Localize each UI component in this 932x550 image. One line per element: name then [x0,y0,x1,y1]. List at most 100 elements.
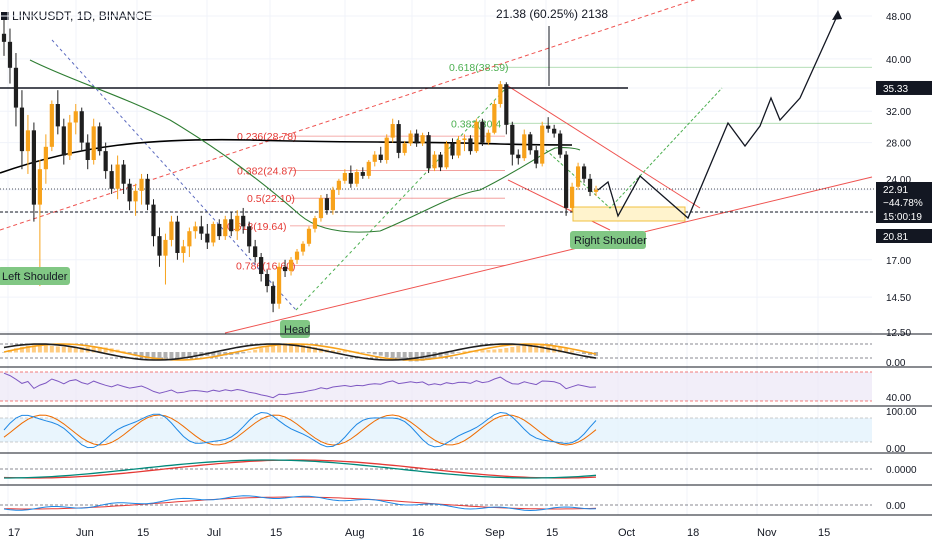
price-tick-label: 40.00 [886,55,911,66]
candle-body [318,198,324,219]
candle-body [127,183,132,202]
candle-body [390,124,395,138]
candle-body [552,128,557,134]
pane1-bar [522,344,527,353]
candle-body [420,135,425,144]
price-badge-label: −44.78% [883,198,923,209]
pane1-signal-line [3,343,597,361]
candle-body [312,218,318,229]
pane1-bar [295,343,300,353]
candle-body [31,130,36,205]
candle-body [402,143,407,153]
price-tick-label: 28.00 [886,139,911,150]
candle-body [163,239,168,256]
pane1-bar [378,352,383,356]
price-tick-label: 14.50 [886,293,911,304]
downtrend-dashed [51,39,297,311]
time-tick-label: Aug [345,527,365,539]
candle-body [456,140,461,156]
candle-body [450,143,455,156]
candle-body [294,251,300,260]
time-tick-label: Sep [485,527,505,539]
candle-body [570,186,575,208]
candle-body [396,124,401,153]
candle-body [175,221,180,253]
price-badge-bg [876,229,932,243]
candle-body [109,171,114,189]
candle-body [67,122,72,156]
candle-body [492,104,497,133]
time-tick-label: 17 [8,527,20,539]
pane1-bar [37,345,42,353]
pane1-bar [271,344,276,353]
candle-body [438,154,443,168]
pane3-k-line [3,411,597,449]
price-badge-bg [876,80,932,95]
candle-body [139,178,144,191]
candle-body [49,104,54,147]
pane1-bar [265,346,270,353]
pane1-bar [486,349,491,353]
pane3-band [0,418,872,442]
candle-body [366,161,371,176]
pane1-bar [372,352,377,355]
pane1-bar [462,351,467,353]
pane1-bar [145,352,150,359]
candle-body [522,134,527,159]
pane1-bar [366,352,371,354]
candle-body [593,189,599,192]
price-badge-bg [876,209,932,223]
pane1-bar [169,352,174,361]
candle-body [534,150,539,164]
pane1-bar [552,345,557,353]
pane1-bar [247,351,252,353]
pane1-bar [241,352,246,354]
candle-body [103,151,108,172]
candle-body [133,190,138,202]
time-axis: 17 Jun 15 Jul 15 Aug 16 Sep 15 Oct 18 Nov 15 [8,527,830,539]
projection-dashed [545,87,723,209]
pane1-bar [193,352,198,357]
pane2-band [0,372,872,401]
pane1-bar [259,348,264,353]
candle-body [151,204,156,237]
pane1-bar [43,345,48,353]
pane1-wave-line [3,343,597,361]
projection [597,10,842,220]
candle-body [498,84,503,105]
pane1-bar [360,352,365,353]
measurement: 21.38 (60.25%) 2138 [496,7,608,21]
pane1-bar [61,346,66,353]
pane-tick-label: 0.00 [886,444,906,455]
pane1-bar [31,345,36,353]
time-tick-label: Nov [757,527,777,539]
price-badge-label: 20.81 [883,232,908,243]
pane1-bar [408,352,413,362]
candle-body [426,135,431,169]
candle-body [241,215,246,227]
candle-body [474,121,479,152]
pane4-signal-line [3,459,597,479]
candle-body [540,125,545,164]
ma-50 [29,59,581,233]
candle-body [336,180,341,190]
pane1-bar [127,352,132,354]
pane1-bar [414,352,419,362]
candle-body [306,228,312,244]
candle-body [444,143,449,168]
candle-body [97,126,102,152]
candle-body [510,124,515,155]
pane1-bar [235,352,240,355]
pane-tick-label: 0.00 [886,501,906,512]
candle-body [115,164,120,189]
candle-body [360,172,365,176]
upper-channel-dashed [0,0,696,231]
candle-body [145,178,150,205]
candle-body [43,146,48,170]
time-tick-label: Jul [207,527,221,539]
pane-macd [0,459,872,479]
candle-body [408,133,413,144]
pane1-bar [289,343,294,353]
pane1-bar [558,346,563,353]
